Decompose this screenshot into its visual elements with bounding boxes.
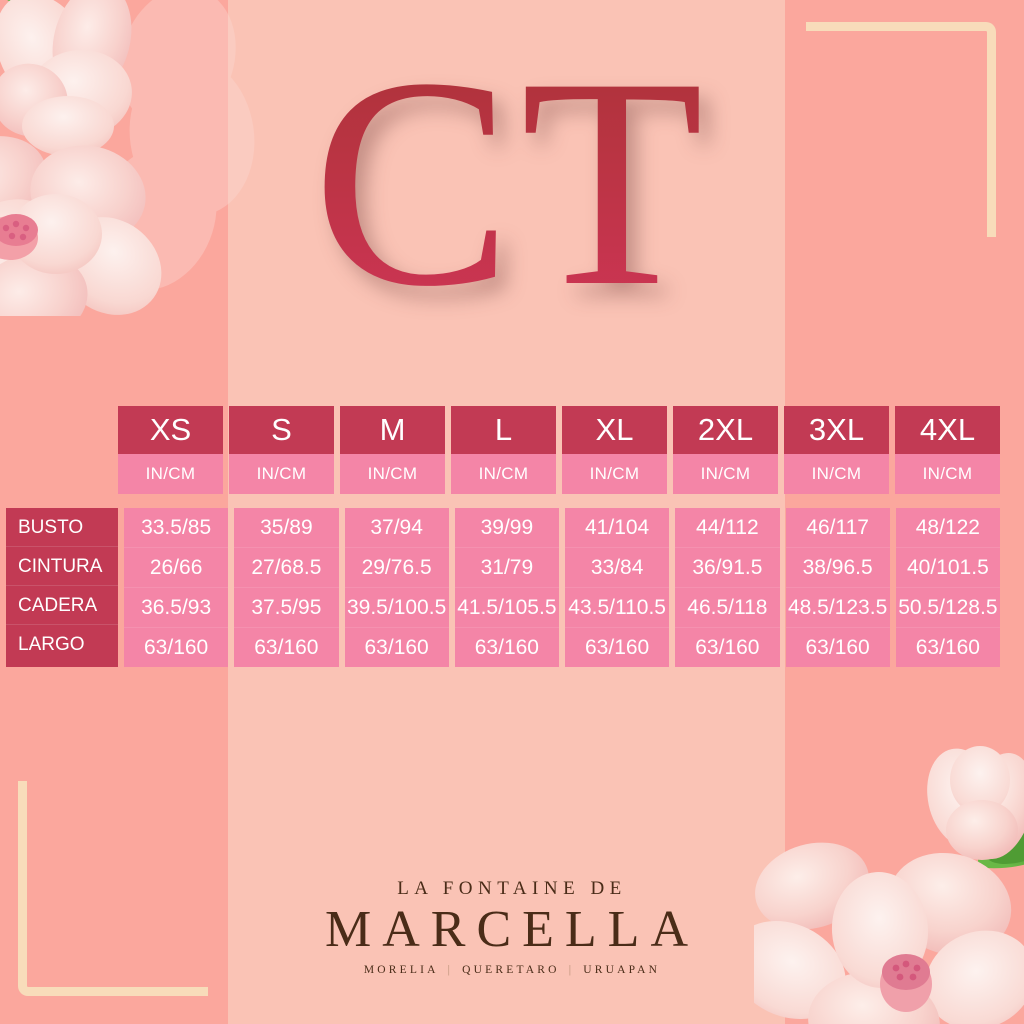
- size-header-label: S: [229, 406, 334, 454]
- city-separator: |: [447, 964, 454, 976]
- table-cell: 40/101.5: [895, 548, 1000, 588]
- page-title-monogram: CT: [0, 32, 1024, 332]
- table-cell: 63/160: [474, 636, 539, 659]
- unit-label: IN/CM: [118, 454, 223, 494]
- size-header-label: 4XL: [895, 406, 1000, 454]
- size-header-label: 3XL: [784, 406, 889, 454]
- size-column-l: L IN/CM: [451, 406, 556, 494]
- size-header-label: 2XL: [673, 406, 778, 454]
- data-column-3xl: 46/117 38/96.5 48.5/123.5 63/160: [785, 508, 890, 667]
- size-column-3xl: 3XL IN/CM: [784, 406, 889, 494]
- measurement-label-cintura: CINTURA: [6, 547, 118, 586]
- table-cell: 29/76.5: [344, 548, 449, 588]
- table-cell: 38/96.5: [785, 548, 890, 588]
- table-cell: 63/160: [805, 636, 870, 659]
- table-cell: 63/160: [144, 636, 209, 659]
- table-cell: 33/84: [565, 548, 670, 588]
- brand-city-morelia: MORELIA: [363, 964, 439, 976]
- size-column-2xl: 2XL IN/CM: [673, 406, 778, 494]
- data-column-l: 39/99 31/79 41.5/105.5 63/160: [454, 508, 559, 667]
- size-header-label: XL: [562, 406, 667, 454]
- data-column-2xl: 44/112 36/91.5 46.5/118 63/160: [675, 508, 780, 667]
- unit-label: IN/CM: [895, 454, 1000, 494]
- measurement-label-busto: BUSTO: [6, 508, 118, 547]
- table-cell: 35/89: [234, 508, 339, 548]
- table-cell: 37/94: [344, 508, 449, 548]
- measurement-label-largo: LARGO: [18, 634, 85, 655]
- table-cell: 50.5/128.5: [895, 588, 1000, 628]
- brand-logo: LA FONTAINE DE MARCELLA MORELIA | QUERETAR…: [0, 878, 1024, 976]
- table-cell: 48/122: [895, 508, 1000, 548]
- brand-cities: MORELIA | QUERETARO | URUAPAN: [0, 964, 1024, 976]
- city-separator: |: [568, 964, 575, 976]
- table-cell: 63/160: [364, 636, 429, 659]
- table-cell: 39/99: [454, 508, 559, 548]
- table-cell: 63/160: [915, 636, 980, 659]
- data-columns: 33.5/85 26/66 36.5/93 63/160 35/89 27/68.5 37.…: [124, 508, 1000, 667]
- table-cell: 26/66: [124, 548, 229, 588]
- data-column-4xl: 48/122 40/101.5 50.5/128.5 63/160: [895, 508, 1000, 667]
- table-cell: 48.5/123.5: [785, 588, 890, 628]
- table-header-row: XS IN/CM S IN/CM M IN/CM L IN/CM XL IN/CM 2XL IN/CM…: [0, 406, 1024, 494]
- unit-label: IN/CM: [562, 454, 667, 494]
- measurement-label-cadera: CADERA: [6, 586, 118, 625]
- table-cell: 63/160: [585, 636, 650, 659]
- table-cell: 41/104: [565, 508, 670, 548]
- unit-label: IN/CM: [451, 454, 556, 494]
- unit-label: IN/CM: [340, 454, 445, 494]
- table-cell: 33.5/85: [124, 508, 229, 548]
- data-column-m: 37/94 29/76.5 39.5/100.5 63/160: [344, 508, 449, 667]
- table-cell: 63/160: [695, 636, 760, 659]
- unit-label: IN/CM: [673, 454, 778, 494]
- table-cell: 46.5/118: [675, 588, 780, 628]
- data-column-xs: 33.5/85 26/66 36.5/93 63/160: [124, 508, 229, 667]
- data-column-xl: 41/104 33/84 43.5/110.5 63/160: [565, 508, 670, 667]
- brand-line-marcella: MARCELLA: [325, 901, 699, 958]
- measurement-label-column: BUSTO CINTURA CADERA LARGO: [6, 508, 118, 667]
- corner-bracket-top-right: [806, 22, 996, 237]
- table-cell: 37.5/95: [234, 588, 339, 628]
- brand-line-fontaine: LA FONTAINE DE: [397, 878, 627, 899]
- table-cell: 43.5/110.5: [565, 588, 670, 628]
- data-column-s: 35/89 27/68.5 37.5/95 63/160: [234, 508, 339, 667]
- unit-label: IN/CM: [784, 454, 889, 494]
- size-column-4xl: 4XL IN/CM: [895, 406, 1000, 494]
- size-column-m: M IN/CM: [340, 406, 445, 494]
- table-cell: 39.5/100.5: [344, 588, 449, 628]
- size-header-label: XS: [118, 406, 223, 454]
- corner-bracket-bottom-left: [18, 781, 208, 996]
- table-cell: 46/117: [785, 508, 890, 548]
- table-cell: 41.5/105.5: [454, 588, 559, 628]
- size-column-xl: XL IN/CM: [562, 406, 667, 494]
- brand-city-queretaro: QUERETARO: [462, 964, 560, 976]
- size-column-xs: XS IN/CM: [118, 406, 223, 494]
- size-chart-table: XS IN/CM S IN/CM M IN/CM L IN/CM XL IN/CM 2XL IN/CM…: [0, 406, 1024, 667]
- table-cell: 63/160: [254, 636, 319, 659]
- table-cell: 44/112: [675, 508, 780, 548]
- table-cell: 36/91.5: [675, 548, 780, 588]
- unit-label: IN/CM: [229, 454, 334, 494]
- table-cell: 31/79: [454, 548, 559, 588]
- table-body: BUSTO CINTURA CADERA LARGO 33.5/85 26/66 36.5…: [0, 508, 1024, 667]
- size-column-s: S IN/CM: [229, 406, 334, 494]
- size-header-label: L: [451, 406, 556, 454]
- table-cell: 36.5/93: [124, 588, 229, 628]
- table-cell: 27/68.5: [234, 548, 339, 588]
- size-header-label: M: [340, 406, 445, 454]
- brand-city-uruapan: URUAPAN: [583, 964, 661, 976]
